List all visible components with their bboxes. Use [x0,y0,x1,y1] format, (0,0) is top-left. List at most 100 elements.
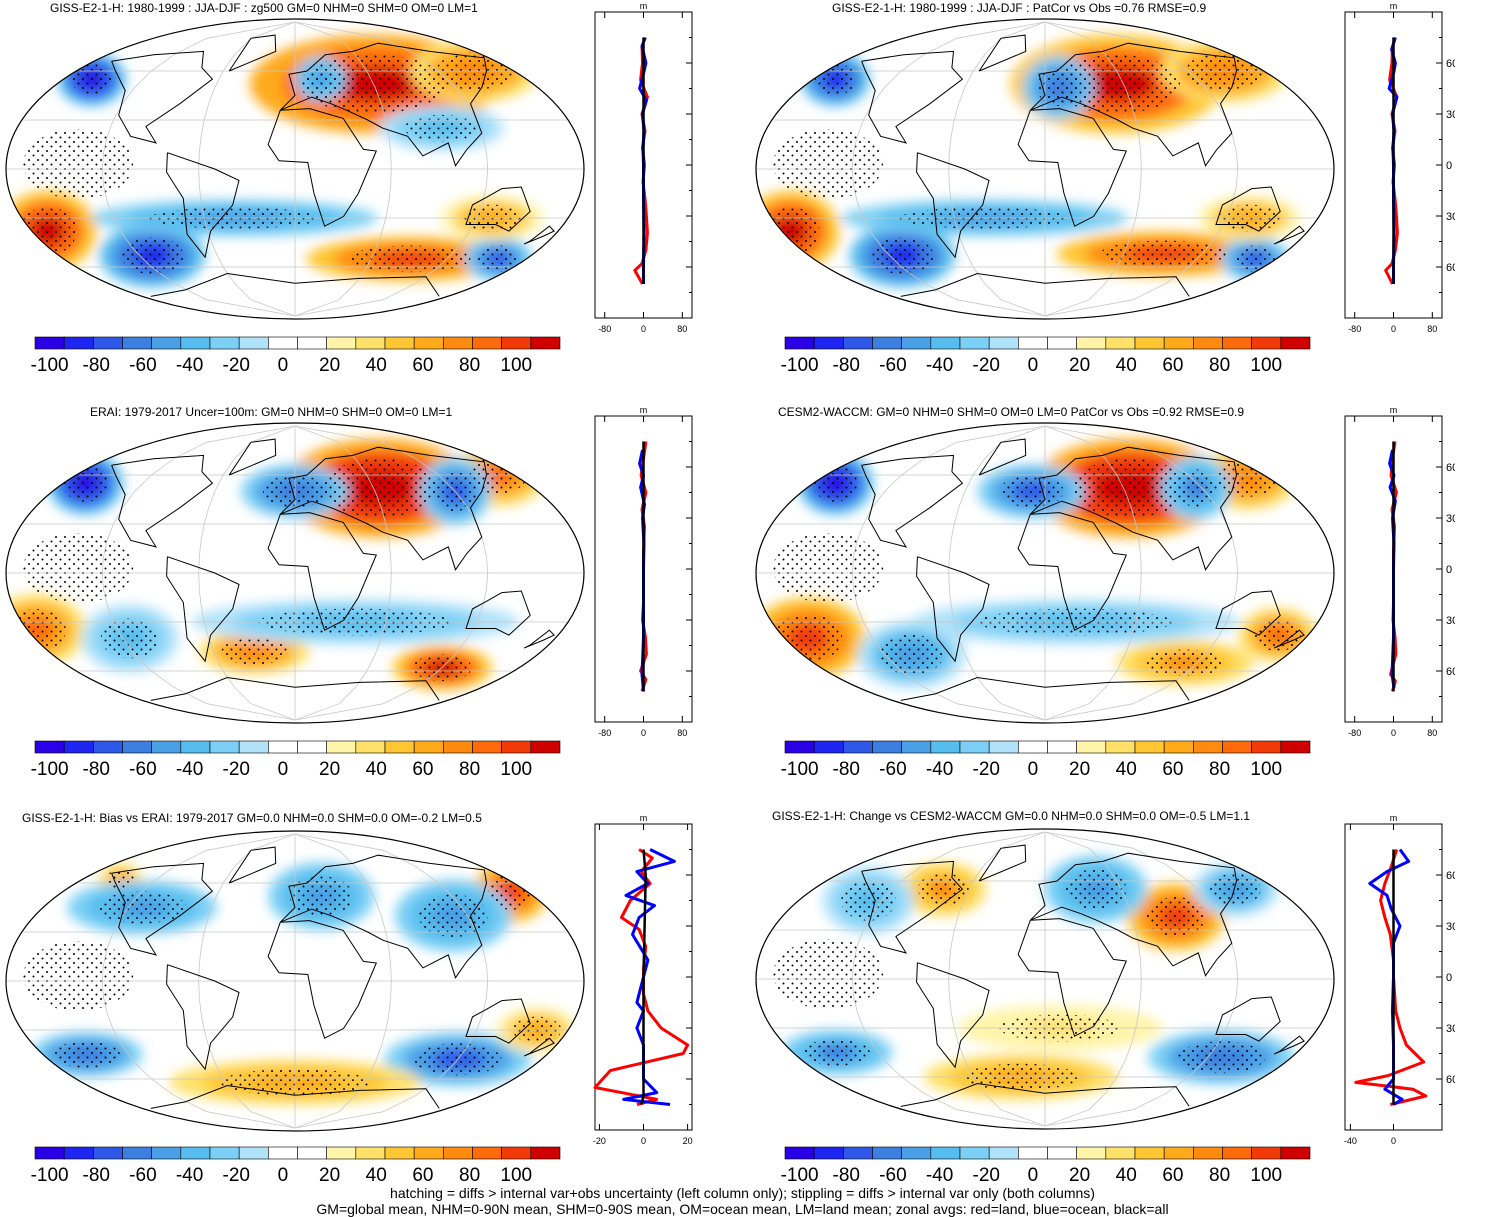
panel-1-map [5,18,585,320]
stippling-5 [6,608,66,652]
colorbar-swatch [1134,740,1165,754]
coastline-0 [1215,590,1281,636]
colorbar-swatch [151,740,182,754]
graticule-lon--60 [948,425,1046,721]
panel-3-colorbar: -100 -80 -60 -40 -20 0 20 40 60 80 100 [31,740,561,780]
colorbar-swatch [1076,336,1107,350]
colorbar-tick-label: 20 [1069,355,1090,376]
stippling-8 [478,245,519,273]
profile-xtick-label: 0 [1391,324,1396,334]
colorbar-swatch [238,740,269,754]
profile-ytick-label: 0 [1446,160,1452,172]
panel-6-title: GISS-E2-1-H: Change vs CESM2-WACCM GM=0.… [772,809,1251,823]
panel-4-zonal-profile: m 60N 30N 0 30S 60S -80 0 80 [1344,405,1455,738]
colorbar-tick-label: -80 [833,1165,860,1186]
colorbar-swatch [472,1146,502,1160]
map-outline [755,18,1335,320]
colorbar-swatch [63,740,94,754]
profile-unit-label: m [640,1,648,11]
colorbar-swatch [355,740,386,754]
graticule-lon--120 [851,425,1046,721]
colorbar-tick-label: -100 [31,1165,69,1186]
colorbar-swatch [784,1146,815,1160]
colorbar-tick-label: -40 [176,1165,203,1186]
coastline-5 [279,42,488,167]
colorbar-tick-label: 100 [1250,355,1282,376]
graticule-lon--60 [198,425,296,721]
profile-xtick-label: 0 [641,324,646,334]
colorbar-tick-label: 40 [1116,1165,1137,1186]
colorbar-tick-label: 100 [500,1165,532,1186]
graticule-lon--60 [948,21,1046,317]
graticule-lon-60 [1044,425,1142,721]
stippling-5 [803,1039,870,1066]
profile-xtick-label: 80 [677,324,687,334]
profile-ytick-label: 0 [1446,972,1452,984]
colorbar-tick-label: 40 [366,355,387,376]
profile-xtick-label: 0 [641,728,646,738]
colorbar-swatch [151,336,182,350]
stippling-0 [322,458,438,518]
colorbar-swatch [1047,740,1077,754]
colorbar-swatch [268,336,298,350]
colorbar-tick-label: -80 [83,759,110,780]
coastline-7 [150,676,440,701]
profile-line-ocean [1368,848,1411,1106]
profile-xtick-label: -80 [1348,324,1361,334]
colorbar-tick-label: 0 [1028,759,1039,780]
colorbar-tick-label: -40 [926,355,953,376]
colorbar-swatch [1222,740,1252,754]
profile-ytick-label: 60N [1446,58,1455,70]
stippling-7 [1144,649,1226,677]
colorbar-swatch [180,1146,211,1160]
panel-1-title: GISS-E2-1-H: 1980-1999 : JJA-DJF : zg500… [50,1,478,15]
colorbar-tick-label: 60 [412,1165,433,1186]
panel-2-zonal-profile: m 60N 30N 0 30S 60S -80 0 80 [1344,1,1455,334]
stippling-tropics [23,129,134,199]
colorbar-tick-label: -40 [926,1165,953,1186]
colorbar-swatch [268,1146,298,1160]
colorbar-swatch [355,336,386,350]
panel-2-colorbar: -100 -80 -60 -40 -20 0 20 40 60 80 100 [781,336,1311,376]
colorbar-tick-label: -100 [781,355,819,376]
colorbar-swatch [1193,336,1223,350]
colorbar-tick-label: 60 [1162,355,1183,376]
profile-xtick-label: 80 [1427,728,1437,738]
graticule-lon--60 [198,833,296,1129]
colorbar-tick-label: 60 [412,759,433,780]
colorbar-swatch [297,1146,327,1160]
stippling-3 [305,65,336,93]
colorbar-swatch [784,740,815,754]
profile-line-land [1354,849,1428,1106]
colorbar-swatch [988,1146,1019,1160]
colorbar-swatch [1105,336,1136,350]
profile-ytick-label: 60S [1446,666,1455,678]
colorbar-tick-label: 100 [1250,1165,1282,1186]
colorbar-tick-label: 0 [1028,1165,1039,1186]
stippling-6 [1100,240,1226,268]
graticule-lon-120 [1044,21,1239,317]
coastline-5 [279,854,488,979]
colorbar-swatch [1163,1146,1194,1160]
coastline-0 [465,186,531,232]
colorbar-tick-label: 100 [1250,759,1282,780]
colorbar-swatch [1018,1146,1048,1160]
coastline-6 [523,629,555,649]
colorbar-swatch [1163,336,1194,350]
profile-ytick-label: 60N [1446,870,1455,882]
colorbar-swatch [784,336,815,350]
colorbar-tick-label: -80 [833,355,860,376]
coastline-5 [1029,446,1238,571]
colorbar-swatch [843,1146,873,1160]
graticule-lon--120 [851,831,1046,1127]
profile-unit-label: m [1390,813,1398,823]
colorbar-swatch [180,336,211,350]
colorbar-tick-label: 100 [500,759,532,780]
colorbar-tick-label: 20 [1069,759,1090,780]
colorbar-tick-label: -100 [31,759,69,780]
colorbar-swatch [1047,336,1077,350]
profile-ytick-label: 0 [1446,564,1452,576]
